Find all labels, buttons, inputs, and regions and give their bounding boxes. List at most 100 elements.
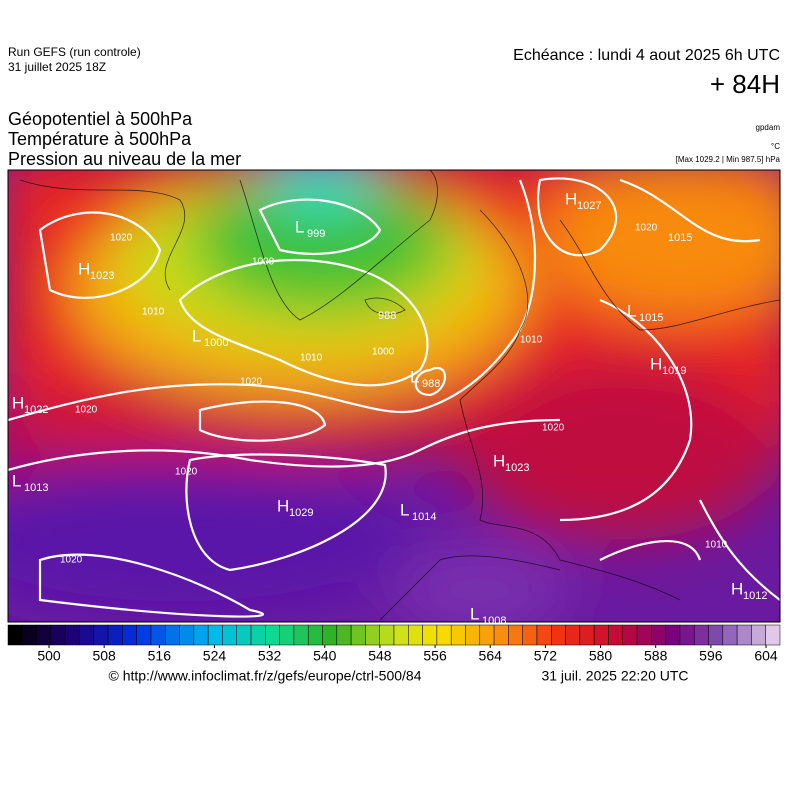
colorbar-swatch <box>207 624 223 646</box>
colorbar-swatch <box>150 624 166 646</box>
pressure-center: L 1000 <box>192 326 228 348</box>
center-kind: L <box>192 326 201 345</box>
center-value: 988 <box>422 378 440 390</box>
unit: gpdam <box>756 123 781 132</box>
colorbar-swatch <box>651 624 666 646</box>
colorbar-swatch <box>222 624 237 646</box>
field: Température à 500hPa <box>8 129 192 149</box>
colorbar-tick-label: 564 <box>479 648 503 664</box>
contour-label: 1010 <box>300 353 323 364</box>
colorbar-swatch <box>608 624 623 646</box>
colorbar-tick-label: 540 <box>313 648 337 664</box>
center-kind: L <box>295 217 304 236</box>
colorbar-swatch <box>522 624 538 646</box>
colorbar-swatch <box>265 624 280 646</box>
colorbar-swatch <box>122 624 137 646</box>
contour-label: 1020 <box>240 377 263 388</box>
colorbar-swatch <box>636 624 652 646</box>
center-kind: L <box>470 604 479 623</box>
pressure-center: 1015 <box>668 232 692 244</box>
field: Pression au niveau de la mer <box>8 149 241 169</box>
center-value: 1022 <box>24 404 48 416</box>
run: Run GEFS (run controle) <box>8 45 141 59</box>
center-value: 1015 <box>668 232 692 244</box>
colorbar-swatch <box>436 624 452 646</box>
colorbar-swatch <box>450 624 466 646</box>
footer-stamp: 31 juil. 2025 22:20 UTC <box>541 668 688 684</box>
colorbar-swatch <box>36 624 52 646</box>
footer-url: © http://www.infoclimat.fr/z/gefs/europe… <box>108 668 421 684</box>
contour-label: 1020 <box>635 223 658 234</box>
colorbar-swatch <box>165 624 180 646</box>
colorbar-swatch <box>765 624 781 646</box>
contour-label: 1020 <box>60 555 83 566</box>
center-value: 988 <box>378 310 396 322</box>
center-kind: L <box>410 367 419 386</box>
map-frame <box>7 169 781 623</box>
center-value: 1013 <box>24 482 48 494</box>
colorbar-tick-label: 588 <box>644 648 668 664</box>
colorbar-tick-label: 516 <box>148 648 172 664</box>
center-value: 1000 <box>204 337 228 349</box>
colorbar-swatch <box>279 624 295 646</box>
colorbar-swatch <box>465 624 481 646</box>
colorbar-swatch <box>7 624 23 646</box>
colorbar-swatch <box>722 624 738 646</box>
colorbar-swatch <box>379 624 395 646</box>
pressure-center: L 988 <box>410 367 440 389</box>
colorbar-swatch <box>93 624 109 646</box>
center-kind: L <box>12 471 21 490</box>
pressure-center: H 1012 <box>731 579 767 601</box>
map <box>8 170 780 622</box>
contour-label: 1020 <box>542 423 565 434</box>
pressure-center: L 1008 <box>470 604 506 626</box>
colorbar-swatch <box>493 624 509 646</box>
contour-label: 1020 <box>175 467 198 478</box>
center-value: 1008 <box>482 615 506 627</box>
center-kind: H <box>12 393 24 412</box>
colorbar-swatch <box>107 624 123 646</box>
colorbar-swatch <box>293 624 309 646</box>
center-kind: L <box>627 301 636 320</box>
colorbar-swatch <box>422 624 438 646</box>
center-kind: L <box>400 500 409 519</box>
colorbar-swatch <box>307 624 323 646</box>
center-kind: H <box>650 354 662 373</box>
colorbar-tick-label: 556 <box>423 648 447 664</box>
colorbar-swatch <box>22 624 37 646</box>
center-kind: H <box>731 579 743 598</box>
center-kind: H <box>493 451 505 470</box>
colorbar-swatch <box>565 624 581 646</box>
colorbar-swatch <box>236 624 252 646</box>
center-value: 1023 <box>90 270 114 282</box>
lead: + 84H <box>710 69 780 99</box>
pressure-center: H 1019 <box>650 354 686 376</box>
pressure-center: H 1023 <box>493 451 529 473</box>
unit: °C <box>771 142 780 151</box>
colorbar-swatch <box>179 624 195 646</box>
center-kind: H <box>78 259 90 278</box>
contour-label: 1010 <box>520 335 543 346</box>
contour-label: 1000 <box>252 257 275 268</box>
colorbar-swatch <box>136 624 152 646</box>
pressure-center: L 1014 <box>400 500 436 522</box>
colorbar-swatch <box>679 624 695 646</box>
colorbar: 500 508 516 524 532 540 548 556 564 572 580 588 596 6… <box>7 624 781 664</box>
pressure-center: H 1022 <box>12 393 48 415</box>
colorbar-swatch <box>193 624 209 646</box>
colorbar-tick-label: 500 <box>37 648 61 664</box>
contour-label: 1020 <box>110 233 133 244</box>
run-date: 31 juillet 2025 18Z <box>8 60 106 74</box>
pressure-center: 988 <box>378 310 396 322</box>
center-value: 1012 <box>743 590 767 602</box>
center-value: 1029 <box>289 507 313 519</box>
colorbar-swatch <box>408 624 423 646</box>
center-value: 1019 <box>662 365 686 377</box>
contour-label: 1000 <box>372 347 395 358</box>
colorbar-tick-label: 524 <box>203 648 227 664</box>
center-value: 999 <box>307 228 325 240</box>
colorbar-swatch <box>551 624 566 646</box>
colorbar-swatch <box>736 624 752 646</box>
field: Géopotentiel à 500hPa <box>8 109 193 129</box>
colorbar-swatch <box>536 624 552 646</box>
